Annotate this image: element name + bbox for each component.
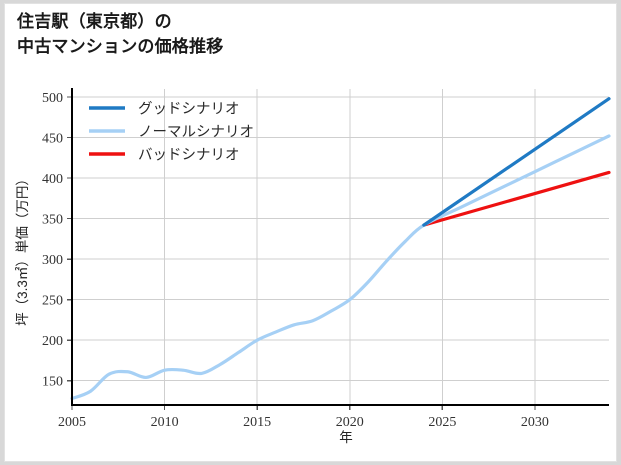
x-tick-label: 2005	[58, 415, 86, 430]
x-tick-label: 2010	[151, 415, 179, 430]
y-tick-label: 450	[42, 132, 63, 147]
y-tick-label: 250	[42, 294, 63, 309]
series-line-normal	[70, 134, 611, 401]
data-series	[70, 97, 611, 401]
y-axis-title: 坪（3.3㎡）単価（万円）	[15, 172, 30, 326]
legend-label-2[interactable]: バッドシナリオ	[138, 148, 240, 164]
legend-label-0[interactable]: グッドシナリオ	[138, 101, 240, 118]
x-tick-label: 2015	[243, 415, 271, 430]
axis-tick-labels: 150 200 250 300 350 400 450 500 2005 2010 2015 2020…	[42, 91, 549, 430]
legend-label-1[interactable]: ノーマルシナリオ	[138, 125, 254, 141]
grid-lines	[71, 89, 609, 405]
axis-spines	[70, 88, 609, 407]
series-line-good	[422, 97, 611, 227]
y-tick-label: 500	[42, 91, 63, 106]
price-trend-line-chart: 150 200 250 300 350 400 450 500 2005 2010 2015 2020…	[15, 88, 611, 445]
page-title: 住吉駅（東京都）の 中古マンションの価格推移	[17, 12, 224, 56]
axis-ticks	[67, 96, 536, 410]
y-tick-label: 300	[42, 253, 63, 268]
y-tick-label: 150	[42, 375, 63, 390]
x-axis-title: 年	[339, 430, 353, 445]
y-tick-label: 350	[42, 213, 63, 228]
chart-figure: 住吉駅（東京都）の 中古マンションの価格推移 150 200 250 300 350 40…	[4, 3, 617, 462]
series-line-bad	[422, 170, 611, 227]
x-tick-label: 2030	[521, 415, 549, 430]
x-tick-label: 2025	[428, 415, 456, 430]
x-tick-label: 2020	[336, 415, 364, 430]
y-tick-label: 200	[42, 334, 63, 349]
y-tick-label: 400	[42, 172, 63, 187]
